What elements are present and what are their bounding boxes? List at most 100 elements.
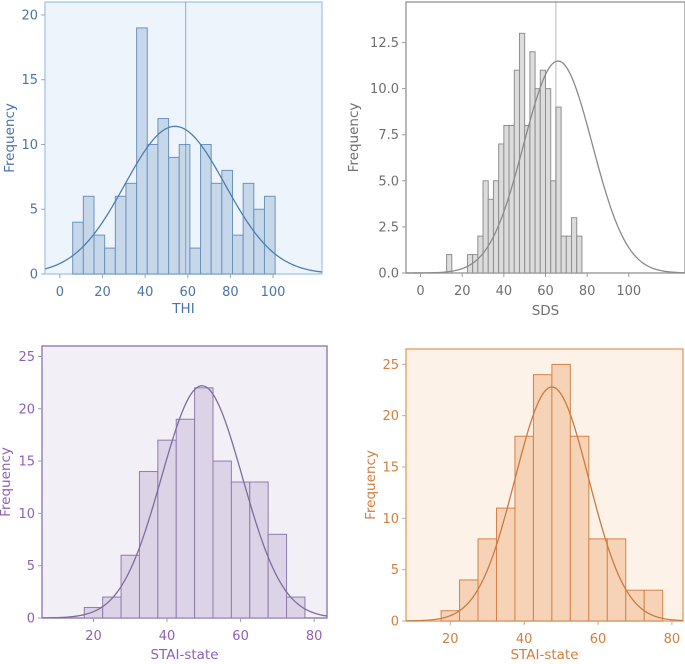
histogram-bar (569, 435, 590, 622)
normal-curve (41, 385, 328, 619)
histogram-bar (175, 418, 196, 619)
histogram-bar (565, 235, 573, 274)
x-tick-label: 40 (159, 629, 176, 644)
chart-sds: 0.0 2.5 5.0 7.5 10.0 12.5 0 20 40 60 80 100 SDS Frequ… (346, 1, 685, 319)
histogram-bar (286, 596, 306, 619)
histogram-bar (189, 247, 202, 275)
chart-stai2: 0 5 10 15 20 25 20 40 60 80 STAI-state Frequency (363, 348, 684, 663)
histogram-bar (136, 27, 148, 275)
y-axis-label: Frequency (0, 447, 14, 517)
histogram-bar (472, 254, 479, 274)
x-tick-label: 40 (137, 285, 154, 300)
histogram-bar (487, 198, 494, 274)
y-tick-label: 10 (18, 507, 35, 522)
x-tick-label: 40 (496, 284, 513, 299)
histogram-bar (529, 51, 536, 274)
y-axis-label: Frequency (2, 103, 18, 173)
histogram-bar (146, 143, 159, 275)
histogram-bar (157, 439, 177, 619)
y-tick-label: 15 (21, 73, 38, 88)
normal-curve (44, 125, 323, 273)
histogram-bar (93, 234, 106, 275)
normal-curve (406, 60, 685, 274)
x-tick-label: 60 (590, 632, 607, 647)
x-axis-label: STAI-state (510, 647, 578, 663)
y-tick-label: 5 (27, 559, 35, 574)
x-tick-label: 0 (56, 285, 64, 300)
histogram-bar (446, 254, 453, 274)
histogram-bar (532, 374, 553, 622)
y-tick-label: 20 (382, 409, 399, 424)
x-tick-label: 100 (616, 284, 641, 299)
chart-stai: 0 5 10 15 20 25 20 40 60 80 STAI-state Frequency (0, 345, 328, 663)
histogram-bar (459, 579, 479, 622)
histogram-bar (138, 471, 159, 619)
histogram-bar (576, 235, 583, 274)
histogram-bar (178, 143, 191, 275)
histogram-bar (560, 235, 567, 274)
y-tick-label: 15 (18, 455, 35, 470)
normal-curve (405, 386, 684, 622)
y-tick-label: 20 (21, 8, 38, 23)
histogram-bar (212, 460, 232, 619)
histogram-bar (508, 125, 515, 274)
histogram-bar (571, 217, 578, 274)
histogram-bar (232, 234, 244, 275)
histogram-bar (606, 538, 627, 622)
y-tick-label: 10 (21, 138, 38, 153)
histogram-bar (210, 182, 223, 275)
histogram-bar (221, 169, 234, 275)
histogram-bar (102, 596, 122, 619)
y-tick-label: 25 (18, 350, 35, 365)
x-tick-label: 20 (85, 629, 102, 644)
histogram-bar (230, 481, 251, 619)
histogram-bar (518, 32, 526, 274)
x-tick-label: 100 (261, 285, 286, 300)
y-tick-label: 10.0 (370, 82, 399, 97)
x-tick-label: 80 (306, 629, 323, 644)
histogram-bar (263, 195, 276, 275)
histogram-bar (157, 118, 170, 275)
x-tick-label: 60 (537, 284, 554, 299)
x-tick-label: 0 (416, 284, 424, 299)
histogram-bar (588, 538, 608, 622)
y-tick-label: 15 (382, 461, 399, 476)
x-tick-label: 20 (442, 632, 459, 647)
histogram-bar (104, 247, 116, 275)
x-axis-label: SDS (532, 303, 560, 319)
histogram-bar (120, 554, 140, 619)
y-tick-label: 12.5 (370, 36, 399, 51)
histogram-bar (534, 88, 541, 274)
histogram-bar (514, 435, 534, 622)
x-tick-label: 60 (232, 629, 249, 644)
histogram-bar (83, 607, 104, 619)
histogram-bar (482, 180, 489, 274)
y-tick-label: 0 (30, 268, 38, 283)
y-axis-label: Frequency (363, 450, 379, 520)
histogram-bar (477, 538, 497, 622)
y-tick-label: 7.5 (378, 128, 399, 143)
x-axis-label: THI (171, 301, 194, 317)
histogram-bar (194, 387, 214, 619)
y-tick-label: 5 (391, 563, 399, 578)
x-tick-label: 80 (222, 285, 239, 300)
chart-thi: 0 5 10 15 20 0 20 40 60 80 100 THI Frequency (2, 1, 323, 317)
x-tick-label: 20 (454, 284, 471, 299)
histogram-bar (550, 180, 557, 274)
y-tick-label: 10 (382, 512, 399, 527)
histogram-bar (498, 143, 505, 274)
histogram-bar (200, 143, 212, 275)
histogram-bar (524, 125, 531, 274)
histogram-bar (168, 156, 180, 275)
histogram-bar (539, 69, 547, 274)
y-tick-label: 2.5 (378, 220, 399, 235)
x-tick-label: 80 (664, 632, 681, 647)
x-tick-label: 40 (516, 632, 533, 647)
x-tick-label: 80 (579, 284, 596, 299)
y-axis-label: Frequency (346, 103, 362, 173)
histogram-bar (545, 88, 552, 274)
histogram-bar (643, 589, 664, 622)
y-tick-label: 0.0 (378, 267, 399, 282)
x-axis-label: STAI-state (150, 647, 218, 663)
